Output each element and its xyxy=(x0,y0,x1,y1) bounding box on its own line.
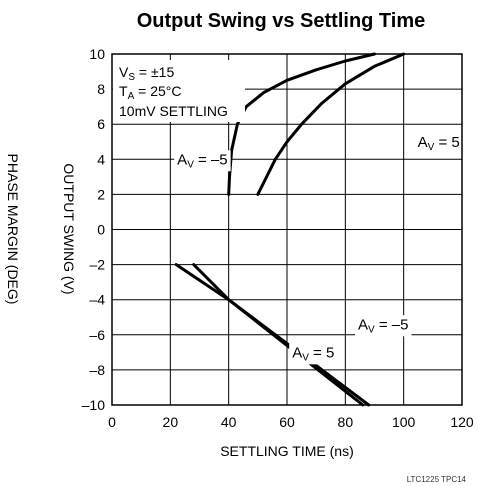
chart-title: Output Swing vs Settling Time xyxy=(137,10,426,32)
plot-frame xyxy=(111,53,463,406)
conditions-box: VS = ±15 TA = 25°C 10mV SETTLING xyxy=(113,60,245,122)
y-tick-label: 8 xyxy=(97,81,105,97)
y-tick-label: –4 xyxy=(89,292,105,308)
x-tick-label: 80 xyxy=(338,414,354,430)
y-tick-label: 0 xyxy=(97,222,105,238)
condition-ta: TA = 25°C xyxy=(119,83,181,102)
x-tick-label: 40 xyxy=(221,414,237,430)
y-tick-label: –2 xyxy=(89,257,105,273)
series-line-4 xyxy=(192,263,365,407)
series-line-2 xyxy=(256,52,406,196)
y-axis-label: OUTPUT SWING (V) xyxy=(61,163,77,294)
x-tick-label: 120 xyxy=(450,414,474,430)
y-tick-label: –8 xyxy=(89,362,105,378)
series-label-1: AV = –5 xyxy=(177,151,227,170)
y-axis-outer-label: PHASE MARGIN (DEG) xyxy=(5,154,21,305)
x-tick-label: 60 xyxy=(279,414,295,430)
series-layer: AV = –5 AV = 5 AV = –5 AV = 5 xyxy=(174,52,463,407)
y-tick-label: –6 xyxy=(89,327,105,343)
x-axis-label: SETTLING TIME (ns) xyxy=(220,443,354,459)
x-tick-label: 20 xyxy=(163,414,179,430)
x-tick-label: 0 xyxy=(108,414,116,430)
y-tick-label: –10 xyxy=(82,397,106,413)
series-label-3: AV = –5 xyxy=(358,316,408,335)
x-tick-label: 100 xyxy=(392,414,416,430)
tick-labels: 0 20 40 60 80 100 120 –10 –8 –6 –4 –2 0 2 4 6 8 10 xyxy=(82,46,474,430)
footer-code: LTC1225 TPC14 xyxy=(407,475,467,484)
condition-settling: 10mV SETTLING xyxy=(119,103,228,119)
y-tick-label: 4 xyxy=(97,151,105,167)
y-tick-label: 6 xyxy=(97,116,105,132)
y-tick-label: 2 xyxy=(97,186,105,202)
series-label-4: AV = 5 xyxy=(292,344,334,363)
grid xyxy=(112,54,462,405)
series-label-2: AV = 5 xyxy=(418,134,460,153)
y-tick-label: 10 xyxy=(89,46,105,62)
